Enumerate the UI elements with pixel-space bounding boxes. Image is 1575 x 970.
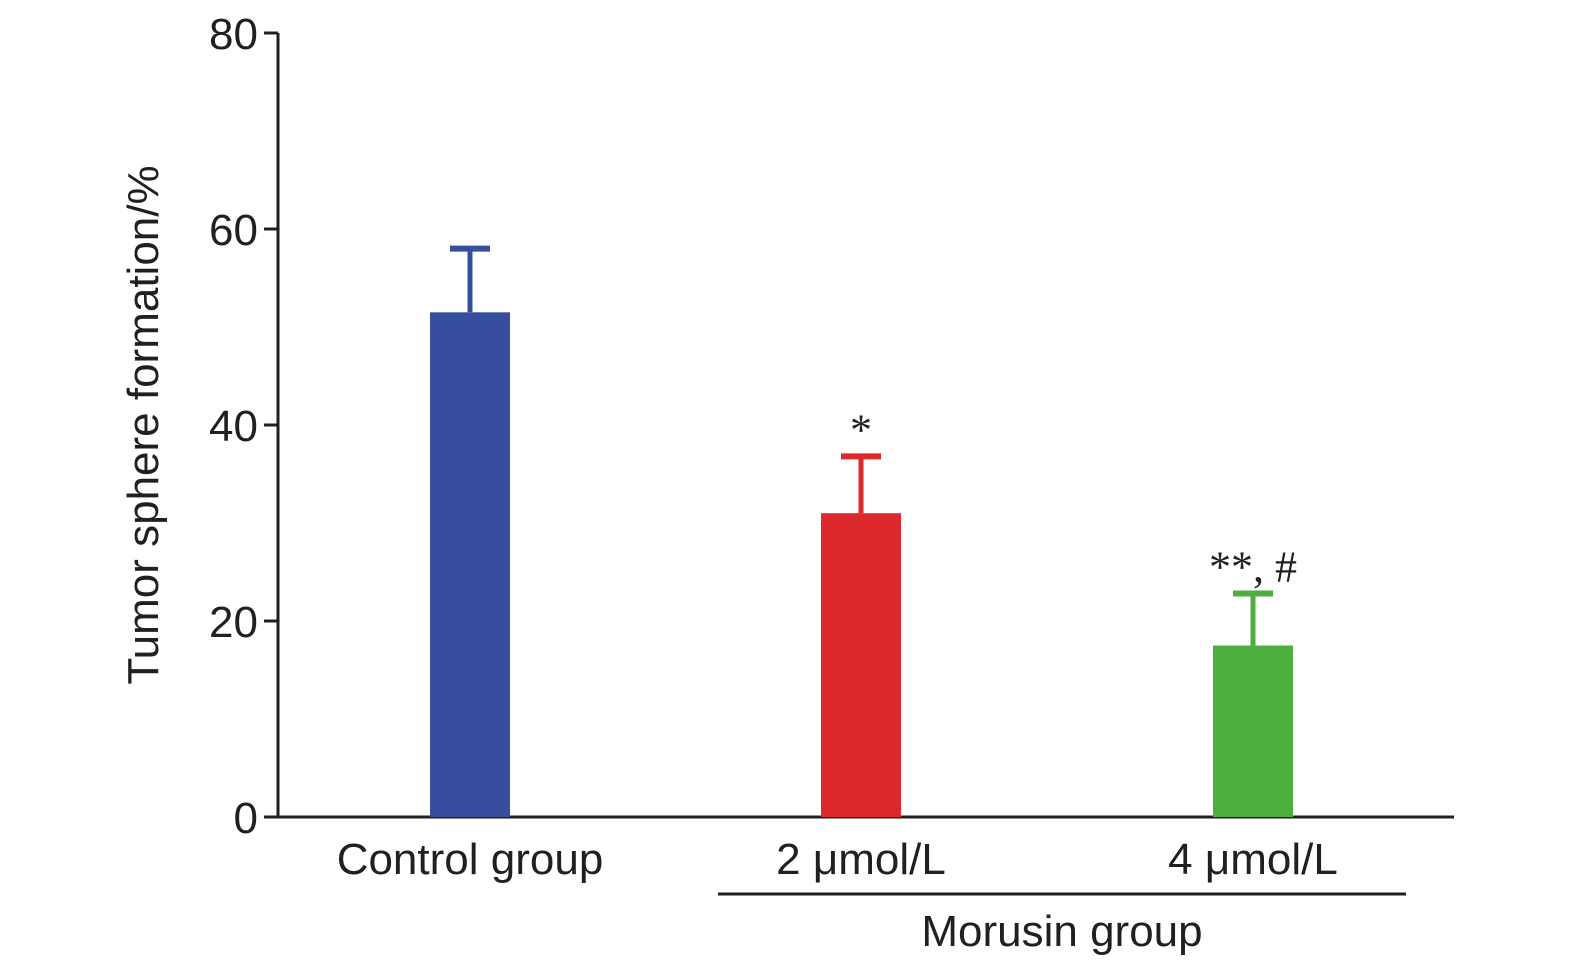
y-tick-label: 40 (209, 402, 258, 451)
x-tick-label: Control group (337, 835, 604, 884)
category-labels: Control group 2 μmol/L 4 μmol/L (337, 835, 1338, 884)
significance-label: **, # (1209, 543, 1297, 592)
x-tick-label: 2 μmol/L (776, 835, 946, 884)
y-axis-title: Tumor sphere formation/% (119, 165, 168, 684)
significance-label: * (850, 405, 872, 454)
y-tick-label: 20 (209, 598, 258, 647)
y-tick-label: 80 (209, 10, 258, 59)
bars: * **, # (430, 245, 1297, 817)
bar (430, 312, 510, 817)
bar (821, 513, 901, 817)
x-tick-label: 4 μmol/L (1168, 835, 1338, 884)
y-ticks: 0 20 40 60 80 (209, 10, 278, 843)
y-tick-label: 0 (234, 794, 258, 843)
y-tick-label: 60 (209, 206, 258, 255)
bar (1213, 645, 1293, 817)
group-label: Morusin group (921, 907, 1202, 956)
